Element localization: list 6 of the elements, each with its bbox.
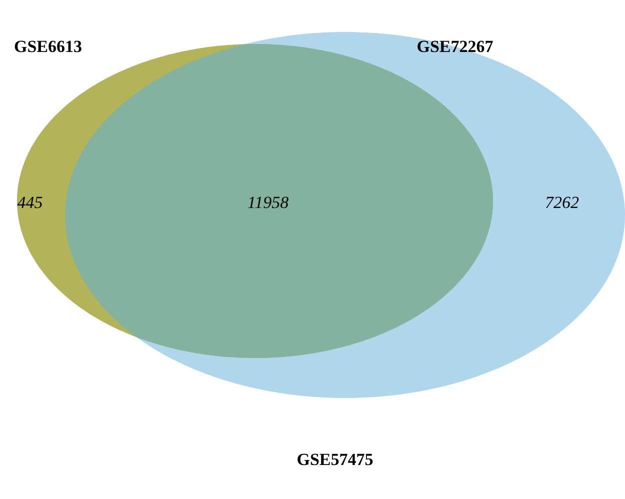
text: GSE6613 <box>14 37 82 56</box>
data-label: 7262 <box>545 193 580 212</box>
data-label: 445 <box>17 193 43 212</box>
text: GSE57475 <box>296 450 374 469</box>
text: GSE72267 <box>416 37 494 56</box>
data-label: 11958 <box>247 193 290 212</box>
